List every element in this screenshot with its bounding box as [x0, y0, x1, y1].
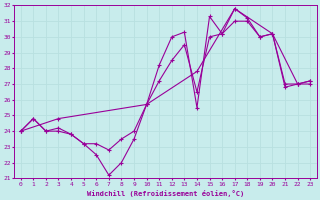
X-axis label: Windchill (Refroidissement éolien,°C): Windchill (Refroidissement éolien,°C) [87, 190, 244, 197]
